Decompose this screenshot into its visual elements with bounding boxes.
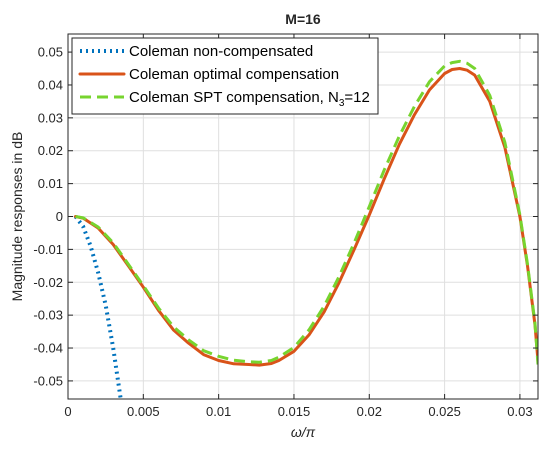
legend: Coleman non-compensated Coleman optimal c…: [71, 37, 379, 115]
series-line-3: [75, 59, 538, 365]
x-tick-label: 0.025: [428, 404, 461, 419]
axis-ticks: 0 0.005 0.01 0.015 0.02 0.025 0.03 -0.05 -0.04 -0…: [33, 34, 538, 419]
legend-label: Coleman non-compensated: [129, 43, 313, 60]
y-tick-label: 0.05: [38, 45, 63, 60]
x-tick-label: 0: [64, 404, 71, 419]
y-tick-label: -0.01: [33, 242, 63, 257]
y-tick-label: 0.01: [38, 176, 63, 191]
legend-label-subscript: 3: [339, 98, 345, 109]
y-tick-label: 0.04: [38, 77, 63, 92]
y-tick-label: -0.05: [33, 373, 63, 388]
series-line-1: [73, 215, 123, 399]
legend-label: Coleman optimal compensation: [129, 66, 339, 83]
chart-title: M=16: [285, 11, 321, 27]
legend-label-main: Coleman SPT compensation, N: [129, 89, 339, 106]
x-tick-label: 0.01: [206, 404, 231, 419]
y-axis-label: Magnitude responses in dB: [9, 132, 25, 302]
x-tick-label: 0.02: [357, 404, 382, 419]
x-tick-label: 0.005: [127, 404, 160, 419]
legend-label-suffix: =12: [344, 89, 369, 106]
y-tick-label: -0.04: [33, 341, 63, 356]
y-tick-label: -0.03: [33, 308, 63, 323]
series-layer: [73, 59, 538, 399]
x-axis-label: ω/π: [291, 424, 316, 440]
y-tick-label: 0.03: [38, 110, 63, 125]
y-tick-label: -0.02: [33, 275, 63, 290]
x-tick-label: 0.03: [507, 404, 532, 419]
y-tick-label: 0.02: [38, 143, 63, 158]
legend-label: Coleman SPT compensation, N3=12: [129, 89, 370, 109]
legend-label-main: Coleman non-compensated: [129, 43, 313, 60]
legend-label-main: Coleman optimal compensation: [129, 66, 339, 83]
x-tick-label: 0.015: [278, 404, 311, 419]
y-tick-label: 0: [56, 209, 63, 224]
